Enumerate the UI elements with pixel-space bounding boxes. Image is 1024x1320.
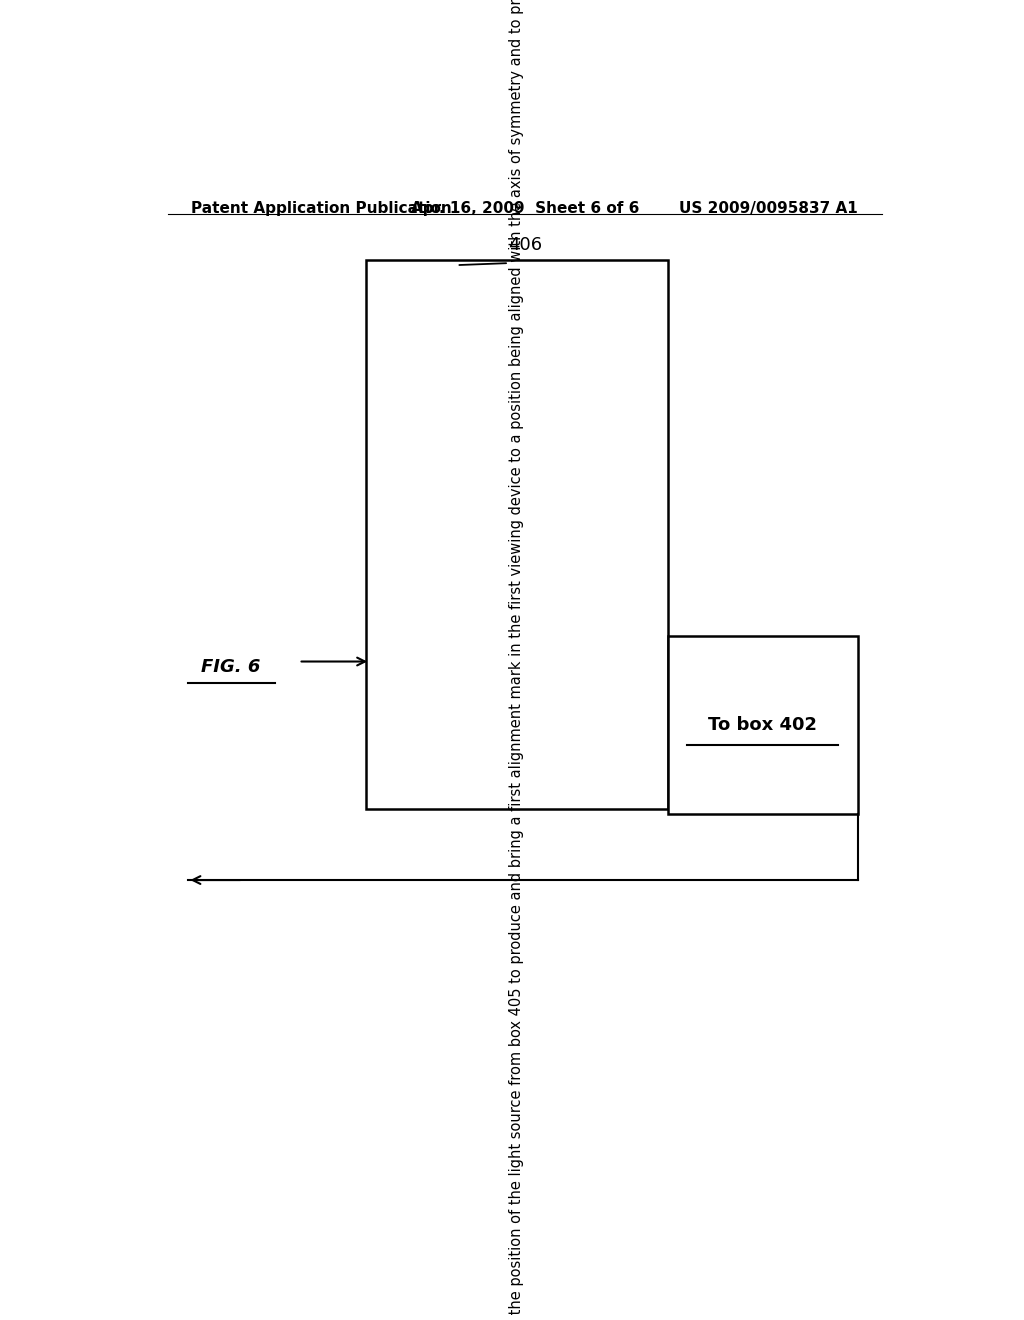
Text: FIG. 6: FIG. 6 — [202, 657, 261, 676]
Text: To box 402: To box 402 — [709, 715, 817, 734]
Text: Patent Application Publication: Patent Application Publication — [191, 201, 453, 216]
Text: US 2009/0095837 A1: US 2009/0095837 A1 — [679, 201, 858, 216]
Text: 406: 406 — [508, 236, 542, 253]
Bar — [367, 260, 668, 809]
Text: Apr. 16, 2009  Sheet 6 of 6: Apr. 16, 2009 Sheet 6 of 6 — [411, 201, 639, 216]
Bar — [668, 636, 858, 814]
Text: Control unit uses the information regarding misalignment from box 402 together w: Control unit uses the information regard… — [509, 0, 524, 1320]
